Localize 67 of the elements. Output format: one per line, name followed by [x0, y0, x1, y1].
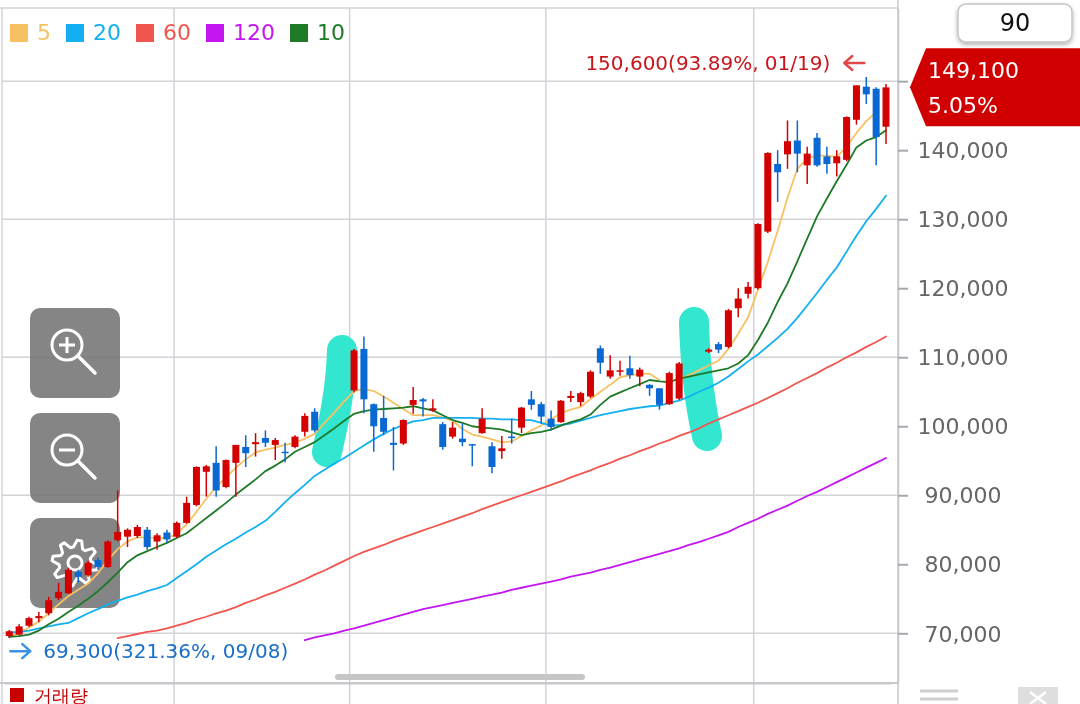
text: 5.05% — [928, 92, 998, 118]
legend-label: 5 — [37, 19, 51, 45]
candlestick — [409, 386, 417, 415]
candlestick — [183, 495, 191, 525]
candlestick — [606, 354, 614, 380]
candlestick — [823, 145, 831, 175]
candlestick — [655, 387, 663, 411]
line-series — [116, 335, 887, 640]
candlestick — [380, 395, 388, 436]
candlestick — [45, 595, 53, 617]
y-tick-label: 110,000 — [917, 345, 1009, 371]
line-series — [303, 457, 887, 642]
y-tick-label: 130,000 — [917, 207, 1009, 233]
candlestick — [35, 611, 43, 624]
candlestick — [636, 366, 644, 387]
candlestick — [626, 355, 634, 380]
candlestick — [114, 489, 122, 543]
y-tick-label: 70,000 — [924, 621, 1002, 647]
candlestick — [124, 527, 132, 548]
candlestick — [271, 437, 279, 461]
candlestick — [252, 432, 260, 458]
legend-label: 10 — [317, 19, 345, 45]
candlestick — [833, 149, 841, 178]
candlestick — [370, 402, 378, 453]
candlestick — [783, 119, 791, 170]
y-tick-label: 140,000 — [917, 138, 1009, 164]
candlestick — [301, 412, 309, 438]
candlestick — [399, 418, 407, 446]
candlestick — [429, 398, 437, 413]
candlestick — [518, 406, 526, 434]
candlestick — [537, 401, 545, 425]
candlestick — [64, 566, 72, 595]
text: 149,100 — [928, 57, 1019, 83]
candlestick — [596, 344, 604, 375]
candlestick — [862, 76, 870, 105]
candlestick — [468, 443, 476, 468]
candlestick — [734, 287, 742, 318]
candlestick — [803, 145, 811, 185]
annotation: 150,600(93.89%, 01/19) — [585, 51, 831, 76]
candlestick — [419, 397, 427, 418]
candlestick — [774, 149, 782, 203]
annotation: 69,300(321.36%, 09/08) — [43, 639, 289, 664]
legend-label: 20 — [93, 19, 121, 45]
y-tick-label: 90,000 — [924, 483, 1002, 509]
candlestick — [616, 359, 624, 377]
candlestick — [232, 444, 240, 498]
candlestick — [567, 390, 575, 403]
y-tick-label: 120,000 — [917, 276, 1009, 302]
candlestick — [488, 441, 496, 474]
candlestick — [527, 390, 535, 411]
candlestick — [143, 526, 151, 551]
candlestick — [439, 421, 447, 451]
legend-label: 60 — [163, 19, 191, 45]
candlestick — [557, 399, 565, 424]
y-tick-label: 100,000 — [917, 414, 1009, 440]
candlestick — [547, 409, 555, 432]
candlestick — [478, 407, 486, 435]
y-tick-label: 80,000 — [924, 552, 1002, 578]
candlestick — [202, 464, 210, 498]
candlestick — [242, 434, 250, 468]
text: 거래량 — [34, 684, 88, 704]
text: 90 — [999, 9, 1031, 37]
candlestick — [389, 426, 397, 472]
candlestick — [793, 119, 801, 174]
legend-label: 120 — [233, 19, 275, 45]
candlestick — [498, 435, 506, 460]
candlestick — [311, 407, 319, 434]
